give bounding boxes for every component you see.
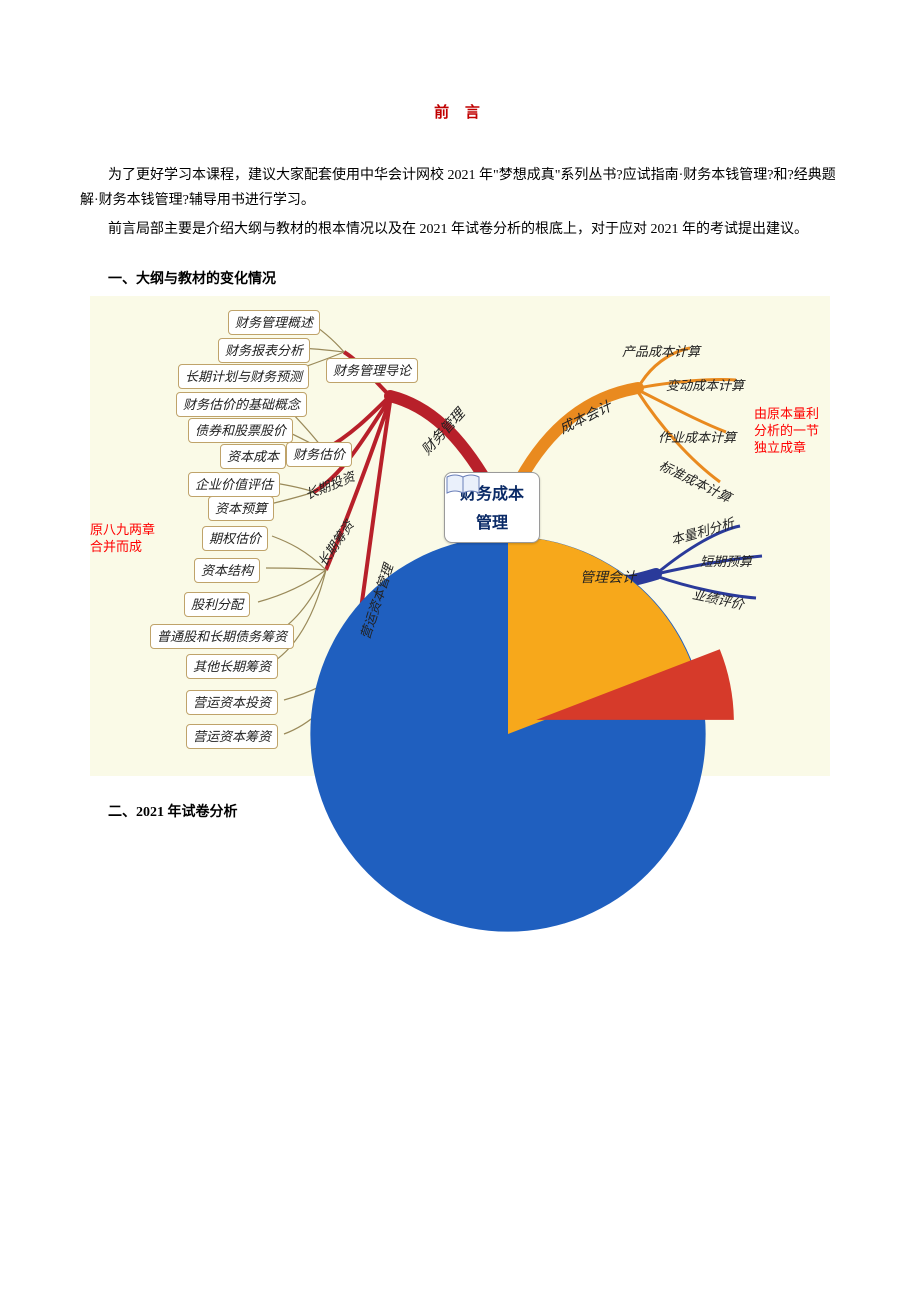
left-leaf-14: 营运资本筹资	[186, 724, 278, 749]
branch-label-mgmt: 管理会计	[580, 566, 636, 591]
right-leaf-1: 变动成本计算	[666, 374, 744, 397]
intro-paragraph-2: 前言局部主要是介绍大纲与教材的根本情况以及在 2021 年试卷分析的根底上，对于…	[80, 217, 840, 242]
book-icon	[445, 473, 481, 497]
right-leaf-5: 短期预算	[700, 550, 752, 573]
sub-branch-fm-val: 财务估价	[286, 442, 352, 467]
left-leaf-12: 其他长期筹资	[186, 654, 278, 679]
section-heading-1: 一、大纲与教材的变化情况	[80, 267, 840, 292]
left-leaf-4: 债券和股票股价	[188, 418, 293, 443]
annotation-right: 由原本量利 分析的一节 独立成章	[754, 406, 819, 457]
page-title: 前 言	[80, 100, 840, 127]
sub-branch-fm-intro: 财务管理导论	[326, 358, 418, 383]
left-leaf-10: 股利分配	[184, 592, 250, 617]
left-leaf-6: 企业价值评估	[188, 472, 280, 497]
left-leaf-7: 资本预算	[208, 496, 274, 521]
annotation-right-l2: 分析的一节	[754, 423, 819, 438]
left-leaf-9: 资本结构	[194, 558, 260, 583]
mindmap-diagram: 财务成本管理 财务管理 成本会计 管理会计 财务管理导论 财务估价 长期投资 长…	[90, 296, 830, 776]
right-leaf-0: 产品成本计算	[622, 340, 700, 363]
left-leaf-2: 长期计划与财务预测	[178, 364, 309, 389]
annotation-right-l3: 独立成章	[754, 440, 806, 455]
left-leaf-8: 期权估价	[202, 526, 268, 551]
annotation-left-l2: 合并而成	[90, 539, 142, 554]
left-leaf-11: 普通股和长期债务筹资	[150, 624, 294, 649]
left-leaf-5: 资本成本	[220, 444, 286, 469]
annotation-right-l1: 由原本量利	[754, 406, 819, 421]
annotation-left-l1: 原八九两章	[90, 522, 155, 537]
left-leaf-0: 财务管理概述	[228, 310, 320, 335]
left-leaf-1: 财务报表分析	[218, 338, 310, 363]
mindmap-center-node: 财务成本管理	[444, 472, 540, 544]
left-leaf-13: 营运资本投资	[186, 690, 278, 715]
intro-paragraph-1: 为了更好学习本课程，建议大家配套使用中华会计网校 2021 年"梦想成真"系列丛…	[80, 163, 840, 213]
left-leaf-3: 财务估价的基础概念	[176, 392, 307, 417]
right-leaf-2: 作业成本计算	[658, 426, 736, 449]
annotation-left: 原八九两章 合并而成	[90, 522, 155, 556]
